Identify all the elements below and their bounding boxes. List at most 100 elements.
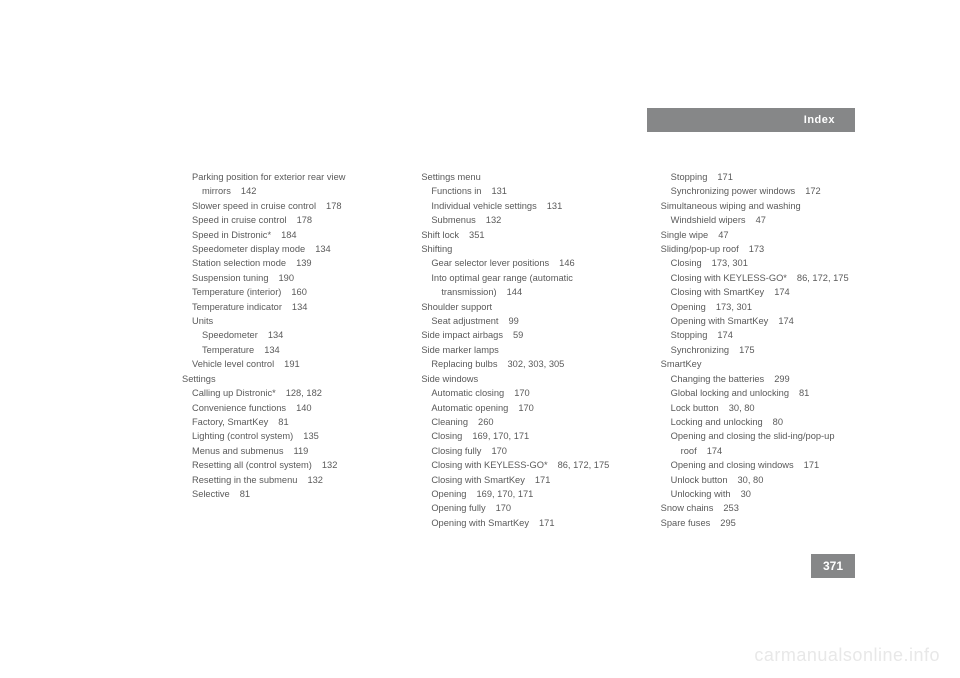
page-refs: 171	[804, 460, 820, 470]
page-refs: 132	[322, 460, 338, 470]
page-refs: 134	[264, 345, 280, 355]
index-entry: Temperature134	[182, 343, 391, 357]
index-entry: Into optimal gear range (automatic trans…	[421, 271, 630, 300]
page-refs: 260	[478, 417, 494, 427]
index-term: Simultaneous wiping and washing	[661, 201, 801, 211]
page-refs: 172	[805, 186, 821, 196]
index-term: Settings menu	[421, 172, 480, 182]
index-term: Opening fully	[431, 503, 485, 513]
index-term: Stopping	[671, 172, 708, 182]
index-entry: Opening and closing the slid-ing/pop-up …	[661, 429, 870, 458]
index-entry: Speedometer 134	[182, 328, 391, 342]
index-term: Speed in cruise control	[192, 215, 287, 225]
page-refs: 253	[723, 503, 739, 513]
index-entry: Windshield wipers47	[661, 213, 870, 227]
page-refs: 174	[778, 316, 794, 326]
page-refs: 131	[491, 186, 507, 196]
index-entry: SmartKey	[661, 357, 870, 371]
page-refs: 132	[307, 475, 323, 485]
page-refs: 184	[281, 230, 297, 240]
index-entry: Opening and closing windows 171	[661, 458, 870, 472]
page-refs: 81	[278, 417, 288, 427]
index-entry: Shift lock351	[421, 228, 630, 242]
index-term: Suspension tuning	[192, 273, 269, 283]
page-refs: 86, 172, 175	[797, 273, 849, 283]
index-term: Parking position for exterior rear view …	[192, 172, 345, 196]
index-term: Speedometer display mode	[192, 244, 305, 254]
index-entry: Opening169, 170, 171	[421, 487, 630, 501]
page-refs: 30	[741, 489, 751, 499]
index-entry: Lock button30, 80	[661, 401, 870, 415]
column-2: Settings menuFunctions in131Individual v…	[421, 170, 630, 530]
index-entry: Calling up Distronic*128, 182	[182, 386, 391, 400]
index-term: Closing with SmartKey	[431, 475, 525, 485]
index-entry: Sliding/pop-up roof173	[661, 242, 870, 256]
index-term: Changing the batteries	[671, 374, 765, 384]
index-term: Speedometer	[202, 330, 258, 340]
index-term: Opening with SmartKey	[671, 316, 769, 326]
index-entry: Opening fully170	[421, 501, 630, 515]
index-term: Closing with SmartKey	[671, 287, 765, 297]
page-refs: 174	[774, 287, 790, 297]
page-refs: 178	[326, 201, 342, 211]
page-refs: 174	[707, 446, 723, 456]
index-entry: Resetting all (control system)132	[182, 458, 391, 472]
page-refs: 131	[547, 201, 563, 211]
index-term: Opening and closing windows	[671, 460, 794, 470]
index-term: Windshield wipers	[671, 215, 746, 225]
page-refs: 119	[293, 446, 308, 456]
index-entry: Temperature (interior)160	[182, 285, 391, 299]
index-entry: Opening173, 301	[661, 300, 870, 314]
index-term: Resetting in the submenu	[192, 475, 297, 485]
index-term: Temperature indicator	[192, 302, 282, 312]
index-entry: Functions in 131	[421, 184, 630, 198]
page-refs: 30, 80	[738, 475, 764, 485]
index-term: Submenus	[431, 215, 475, 225]
page-refs: 132	[486, 215, 502, 225]
index-entry: Side impact airbags59	[421, 328, 630, 342]
index-entry: Snow chains253	[661, 501, 870, 515]
page-number: 371	[823, 559, 843, 573]
index-term: Shoulder support	[421, 302, 492, 312]
index-term: Speed in Distronic*	[192, 230, 271, 240]
page-refs: 81	[799, 388, 809, 398]
index-term: Closing	[431, 431, 462, 441]
index-entry: Shifting	[421, 242, 630, 256]
page-refs: 47	[718, 230, 728, 240]
index-entry: Individual vehicle settings131	[421, 199, 630, 213]
index-term: Settings	[182, 374, 216, 384]
index-entry: Convenience functions140	[182, 401, 391, 415]
index-term: Side windows	[421, 374, 478, 384]
page-refs: 146	[559, 258, 575, 268]
page-refs: 134	[292, 302, 308, 312]
index-term: Unlock button	[671, 475, 728, 485]
page-refs: 173, 301	[712, 258, 748, 268]
page-refs: 191	[284, 359, 300, 369]
index-term: Sliding/pop-up roof	[661, 244, 739, 254]
index-entry: Suspension tuning 190	[182, 271, 391, 285]
index-term: Functions in	[431, 186, 481, 196]
page-refs: 139	[296, 258, 312, 268]
index-entry: Changing the batteries299	[661, 372, 870, 386]
index-term: Closing with KEYLESS-GO*	[671, 273, 787, 283]
index-entry: Slower speed in cruise control178	[182, 199, 391, 213]
page-refs: 190	[279, 273, 295, 283]
index-entry: Parking position for exterior rear view …	[182, 170, 391, 199]
index-term: Closing	[671, 258, 702, 268]
index-term: Opening	[671, 302, 706, 312]
column-1: Parking position for exterior rear view …	[182, 170, 391, 530]
index-entry: Stopping171	[661, 170, 870, 184]
index-term: Replacing bulbs	[431, 359, 497, 369]
index-entry: Cleaning260	[421, 415, 630, 429]
page-refs: 135	[303, 431, 319, 441]
index-term: Shift lock	[421, 230, 459, 240]
index-term: Opening	[431, 489, 466, 499]
page-refs: 134	[268, 330, 284, 340]
index-entry: Closing with KEYLESS-GO* 86, 172, 175	[661, 271, 870, 285]
index-entry: Spare fuses295	[661, 516, 870, 530]
index-entry: Shoulder support	[421, 300, 630, 314]
index-term: Synchronizing	[671, 345, 729, 355]
index-entry: Single wipe47	[661, 228, 870, 242]
index-term: Temperature (interior)	[192, 287, 281, 297]
index-entry: Units	[182, 314, 391, 328]
